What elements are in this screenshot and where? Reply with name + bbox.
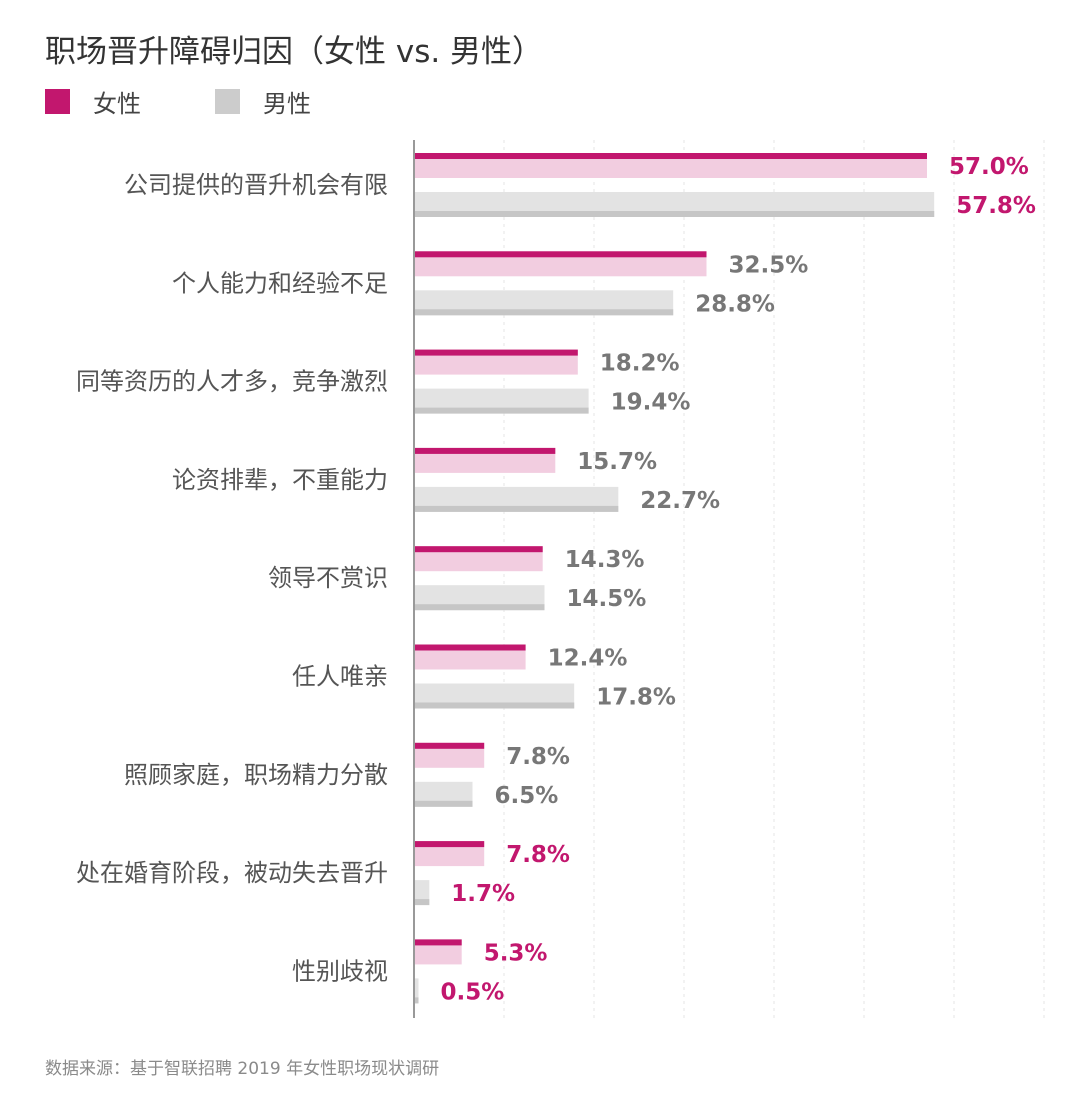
bar-male-accent: [414, 800, 473, 807]
legend-male-swatch: [215, 88, 240, 114]
data-label-female: 14.3%: [565, 547, 645, 573]
data-label-male: 6.5%: [495, 783, 559, 809]
bar-male-accent: [414, 211, 935, 217]
category-label: 同等资历的人才多，竞争激烈: [76, 368, 388, 396]
category-label: 任人唯亲: [292, 663, 388, 691]
data-source-note: 数据来源：基于智联招聘 2019 年女性职场现状调研: [45, 1059, 440, 1079]
bar-female-accent: [414, 153, 927, 159]
bar-male-accent: [414, 702, 575, 709]
chart-title: 职场晋升障碍归因（女性 vs. 男性）: [45, 34, 544, 70]
category-label: 个人能力和经验不足: [172, 269, 388, 297]
category-label: 领导不赏识: [268, 564, 388, 592]
legend-male: 男性: [215, 88, 311, 118]
bar-female-accent: [414, 742, 485, 749]
data-label-female: 15.7%: [577, 449, 657, 475]
bar-female-accent: [414, 939, 462, 946]
bar-male-accent: [414, 407, 589, 414]
data-label-female: 7.8%: [506, 744, 570, 770]
data-label-female: 7.8%: [506, 842, 570, 868]
data-label-male: 17.8%: [596, 685, 676, 711]
bar-male-accent: [414, 309, 674, 316]
legend-male-label: 男性: [263, 89, 311, 118]
bar-male-accent: [414, 899, 430, 906]
data-label-female: 5.3%: [484, 940, 548, 966]
bar-female-accent: [414, 546, 543, 553]
legend-female-swatch: [45, 88, 70, 114]
data-label-male: 22.7%: [640, 488, 720, 514]
category-label: 照顾家庭，职场精力分散: [124, 761, 388, 789]
bar-female-accent: [414, 447, 556, 454]
category-label: 性别歧视: [292, 957, 388, 985]
category-label: 处在婚育阶段，被动失去晋升: [76, 859, 388, 887]
category-label: 论资排辈，不重能力: [172, 466, 388, 494]
category-label: 公司提供的晋升机会有限: [124, 171, 388, 199]
bar-male-accent: [414, 997, 419, 1004]
bar-male: [414, 978, 419, 1004]
data-label-female: 57.0%: [949, 154, 1029, 180]
data-label-male: 19.4%: [611, 390, 691, 416]
bar-male: [414, 880, 430, 906]
bar-male-accent: [414, 604, 545, 611]
data-label-male: 57.8%: [956, 193, 1036, 219]
bar-female-accent: [414, 349, 578, 356]
data-label-male: 28.8%: [695, 291, 775, 317]
bar-female-accent: [414, 841, 485, 848]
data-label-male: 1.7%: [451, 881, 515, 907]
bar-female-accent: [414, 644, 526, 651]
bar-male-accent: [414, 505, 619, 512]
legend-female: 女性: [45, 88, 141, 118]
data-label-male: 0.5%: [441, 979, 505, 1005]
data-label-female: 32.5%: [729, 252, 809, 278]
data-label-female: 12.4%: [548, 646, 628, 672]
bar-female-accent: [414, 251, 707, 258]
legend-female-label: 女性: [93, 89, 141, 118]
data-label-male: 14.5%: [567, 586, 647, 612]
data-label-female: 18.2%: [600, 351, 680, 377]
